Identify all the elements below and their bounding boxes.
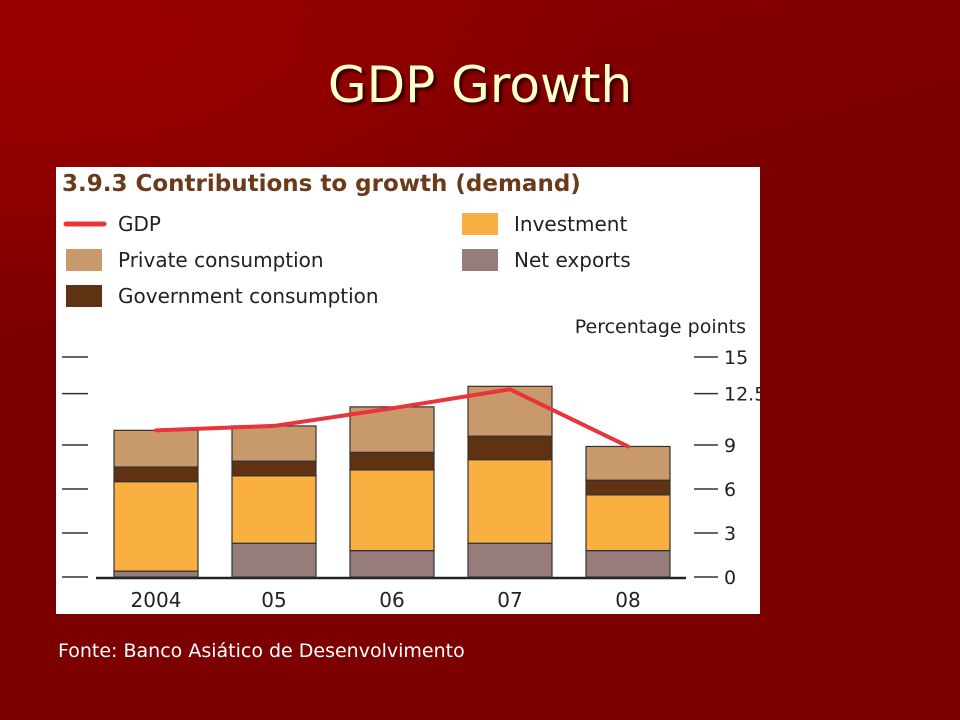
bar-private-consumption-2004 (113, 429, 199, 468)
bar-investment-05 (231, 475, 317, 544)
contributions-chart: 3.9.3 Contributions to growth (demand) G… (62, 171, 760, 612)
chart-legend: GDP Investment Private consumption Net expo… (63, 212, 631, 308)
bar-net-exports-08 (585, 550, 671, 578)
bar-government-consumption-08 (585, 479, 671, 496)
chart-axes: 0 3 6 9 12.5 15 (62, 347, 760, 589)
legend-swatch-private-consumption (66, 249, 102, 271)
source-note: Fonte: Banco Asiático de Desenvolvimento (58, 640, 465, 662)
legend-label-investment: Investment (514, 212, 627, 236)
bar-net-exports-07 (467, 542, 553, 578)
chart-bars (113, 385, 671, 578)
bar-investment-07 (467, 459, 553, 544)
legend-swatch-government-consumption (66, 285, 102, 307)
x-tick-label-08: 08 (615, 588, 640, 612)
y-tick-label-12-5: 12.5 (724, 384, 760, 406)
legend-swatch-net-exports (462, 249, 498, 271)
x-axis-labels: 2004 05 06 07 08 (131, 588, 641, 612)
x-tick-label-05: 05 (261, 588, 286, 612)
bar-private-consumption-05 (231, 425, 317, 462)
y-tick-label-6: 6 (724, 479, 736, 501)
bar-net-exports-05 (231, 542, 317, 578)
x-tick-label-06: 06 (379, 588, 404, 612)
x-tick-label-07: 07 (497, 588, 522, 612)
y-axis-label: Percentage points (575, 316, 746, 338)
legend-label-government-consumption: Government consumption (118, 284, 379, 308)
bar-private-consumption-08 (585, 445, 671, 481)
x-tick-label-2004: 2004 (131, 588, 182, 612)
y-tick-label-15: 15 (724, 347, 748, 369)
bar-net-exports-06 (349, 550, 435, 578)
slide-title: GDP Growth (327, 56, 633, 114)
bar-investment-06 (349, 469, 435, 552)
chart-title: 3.9.3 Contributions to growth (demand) (62, 171, 581, 197)
bar-government-consumption-07 (467, 435, 553, 461)
legend-label-gdp: GDP (118, 212, 161, 236)
bar-government-consumption-2004 (113, 466, 199, 483)
legend-swatch-investment (462, 213, 498, 235)
bar-net-exports-2004 (113, 570, 199, 578)
y-tick-label-3: 3 (724, 523, 736, 545)
gdp-line-group (154, 387, 630, 449)
legend-label-net-exports: Net exports (514, 248, 631, 272)
bar-investment-08 (585, 494, 671, 552)
bar-government-consumption-05 (231, 460, 317, 477)
legend-label-private-consumption: Private consumption (118, 248, 324, 272)
chart-panel: 3.9.3 Contributions to growth (demand) G… (56, 167, 760, 614)
y-tick-label-9: 9 (724, 435, 736, 457)
bar-government-consumption-06 (349, 451, 435, 471)
bar-investment-2004 (113, 481, 199, 572)
y-tick-label-0: 0 (724, 567, 736, 589)
